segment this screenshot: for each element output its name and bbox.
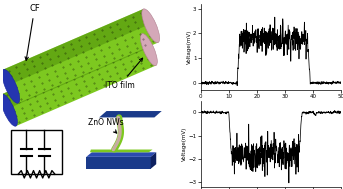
Ellipse shape: [142, 9, 159, 43]
Ellipse shape: [140, 33, 157, 66]
X-axis label: Time(s): Time(s): [259, 101, 283, 106]
Y-axis label: Voltage(mV): Voltage(mV): [182, 127, 187, 161]
Polygon shape: [3, 9, 150, 85]
Text: ZnO NWs: ZnO NWs: [88, 118, 124, 133]
Text: ITO film: ITO film: [105, 58, 143, 90]
Polygon shape: [86, 157, 151, 169]
Polygon shape: [151, 152, 156, 169]
Ellipse shape: [0, 94, 17, 126]
Polygon shape: [2, 34, 148, 108]
Polygon shape: [86, 152, 156, 157]
Y-axis label: Voltage(mV): Voltage(mV): [187, 30, 191, 64]
Polygon shape: [3, 9, 158, 103]
Polygon shape: [2, 34, 156, 126]
Text: CF: CF: [25, 4, 40, 60]
Polygon shape: [99, 111, 162, 117]
Ellipse shape: [2, 69, 20, 103]
Polygon shape: [90, 149, 153, 152]
